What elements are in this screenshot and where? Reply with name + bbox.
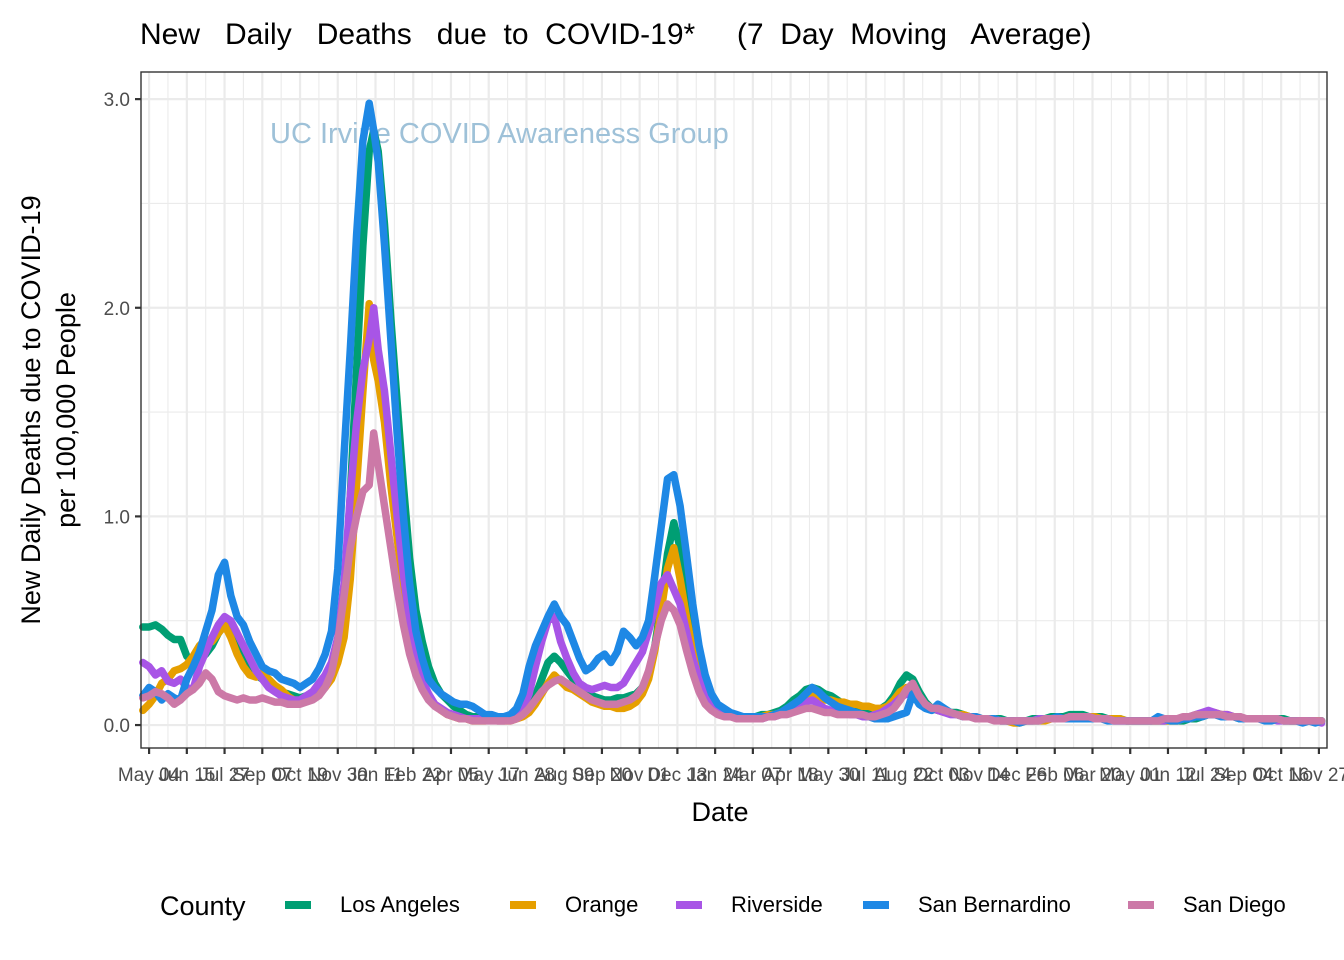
x-tick-label: Nov 14: [949, 765, 1010, 786]
x-tick-label: Sep 04: [1213, 765, 1274, 786]
y-axis-title: New Daily Deaths due to COVID-19 per 100…: [16, 195, 81, 624]
legend-key-orange: [510, 901, 536, 909]
x-tick-label: Jun 28: [498, 765, 555, 786]
x-tick-label: Apr 05: [423, 765, 479, 786]
x-tick-label: Jun 15: [158, 765, 215, 786]
legend-key-san-diego: [1128, 901, 1154, 909]
minor-gridlines: [141, 72, 1327, 748]
legend-key-riverside: [676, 901, 702, 909]
x-tick-label: Apr 18: [763, 765, 819, 786]
x-tick-label: May 30: [797, 765, 859, 786]
series-layer: [139, 99, 1326, 727]
x-tick-label: Oct 19: [272, 765, 328, 786]
panel-border: [140, 71, 1328, 749]
legend-title: County: [160, 891, 246, 921]
x-tick-label: Sep 07: [232, 765, 292, 786]
x-tick-label: Oct 16: [1253, 765, 1309, 786]
legend: County Los Angeles Orange Riverside San Ber…: [160, 891, 1286, 921]
x-tick-label: Mar 07: [723, 765, 782, 786]
x-tick-label: Jul 24: [1180, 765, 1231, 786]
x-tick-label: Feb 22: [384, 765, 443, 786]
y-tick-label: 0.0: [104, 716, 130, 737]
watermark: UC Irvine COVID Awareness Group: [270, 118, 729, 150]
x-tick-label: Oct 03: [914, 765, 970, 786]
x-tick-label: Dec 26: [987, 765, 1047, 786]
y-tick-label: 1.0: [104, 507, 130, 528]
y-tick-label: 2.0: [104, 299, 130, 320]
x-tick-label: Nov 27: [1289, 765, 1344, 786]
x-tick-label: May 17: [458, 765, 520, 786]
x-tick-label: Mar 20: [1063, 765, 1122, 786]
y-axis: 0.0 1.0 2.0 3.0: [104, 90, 141, 737]
x-tick-label: Aug 09: [534, 765, 594, 786]
legend-key-los-angeles: [285, 901, 311, 909]
y-axis-title-line-1: New Daily Deaths due to COVID-19: [16, 195, 46, 624]
legend-key-san-bernardino: [863, 901, 889, 909]
y-tick-label: 3.0: [104, 90, 130, 111]
x-tick-label: Aug 22: [874, 765, 934, 786]
y-axis-title-line-2: per 100,000 People: [51, 292, 81, 528]
legend-label: San Diego: [1183, 892, 1286, 917]
x-tick-label: Jan 24: [687, 765, 744, 786]
x-tick-label: Sep 20: [572, 765, 632, 786]
legend-label: Riverside: [731, 892, 823, 917]
x-tick-label: May 01: [1099, 765, 1161, 786]
x-tick-label: Jun 12: [1139, 765, 1196, 786]
x-tick-label: Dec 13: [647, 765, 707, 786]
x-tick-label: Jul 11: [841, 765, 890, 786]
chart-title: New Daily Deaths due to COVID-19* (7 Day…: [140, 18, 1092, 51]
x-axis-title: Date: [691, 797, 748, 827]
legend-label: Los Angeles: [340, 892, 460, 917]
legend-label: San Bernardino: [918, 892, 1071, 917]
x-tick-label: Feb 06: [1025, 765, 1084, 786]
plot-panel: UC Irvine COVID Awareness Group: [139, 71, 1328, 749]
x-tick-label: Jan 11: [348, 765, 404, 786]
x-tick-label: Jul 27: [199, 765, 250, 786]
x-tick-label: May 04: [118, 765, 181, 786]
x-tick-label: Nov 30: [308, 765, 368, 786]
x-tick-label: Nov 01: [610, 765, 670, 786]
series-line-san-diego: [139, 429, 1326, 725]
legend-label: Orange: [565, 892, 638, 917]
